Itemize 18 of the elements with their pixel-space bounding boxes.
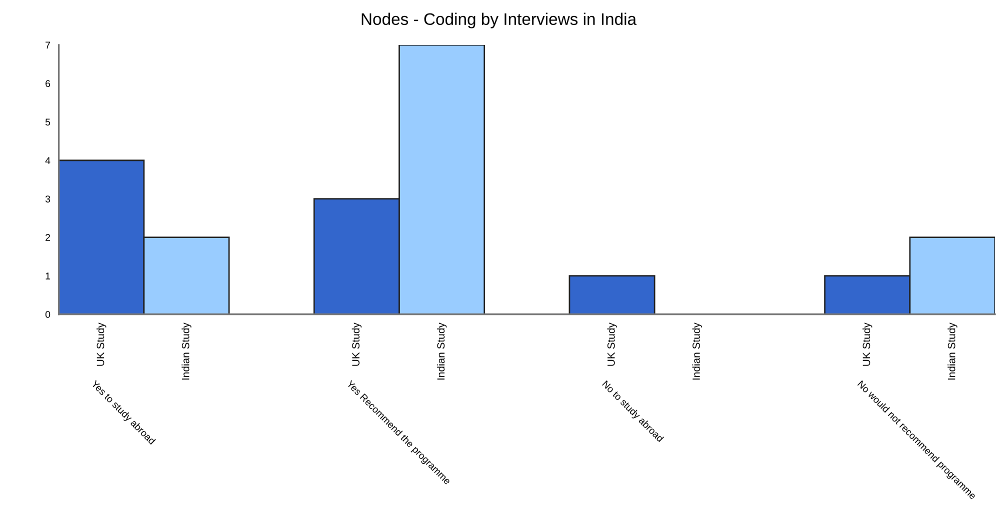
text: UK Study [352, 322, 362, 366]
y-tick-label: 5 [45, 118, 50, 126]
y-tick-label: 6 [46, 80, 50, 88]
text: UK Study [862, 322, 872, 366]
text: UK Study [96, 322, 106, 366]
y-tick-label: 0 [45, 311, 50, 318]
text: Indian Study [436, 322, 447, 380]
y-tick-label: 2 [46, 234, 50, 241]
text: Indian Study [692, 322, 702, 380]
y-tick-label: 1 [46, 272, 50, 280]
chart-title: Nodes - Coding by Interviews in India [362, 12, 637, 28]
text: UK Study [607, 322, 617, 366]
text: Indian Study [182, 322, 192, 380]
y-tick-label: 7 [46, 42, 50, 48]
y-tick-label: 4 [45, 157, 50, 164]
bar [568, 275, 656, 314]
y-tick-label: 3 [45, 196, 50, 202]
text: Indian Study [948, 322, 958, 380]
